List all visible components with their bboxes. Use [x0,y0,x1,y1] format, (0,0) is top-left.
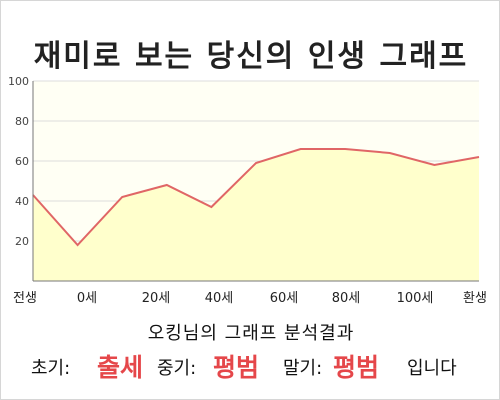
x-tick-labels: 전생 0세 20세 40세 60세 80세 100세 환생 [13,291,487,306]
x-tick-label: 40세 [205,291,234,306]
life-graph-chart: 20 40 60 80 100 전생 0세 20세 40세 60세 80세 100세 환생 [8,75,487,306]
y-tick-labels: 20 40 60 80 100 [8,75,29,248]
x-tick-label: 100세 [397,291,434,306]
late-label: 말기: [283,358,323,379]
middle-label: 중기: [157,358,197,379]
y-tick-label: 80 [15,115,29,128]
y-tick-label: 60 [15,155,29,168]
x-tick-label: 환생 [463,291,487,306]
life-summary: 초기: 출세 중기: 평범 말기: 평범 입니다 [1,348,500,382]
x-tick-label: 전생 [13,291,37,306]
area-fill [33,149,479,281]
series-line [32,148,480,247]
x-tick-label: 80세 [332,291,361,306]
early-label: 초기: [31,358,71,379]
y-tick-label: 40 [15,195,29,208]
y-tick-label: 20 [15,235,29,248]
summary-suffix: 입니다 [407,358,457,379]
early-value: 출세 [97,353,144,382]
late-value: 평범 [333,353,380,382]
x-tick-label: 20세 [142,291,171,306]
x-tick-label: 0세 [77,291,97,306]
middle-value: 평범 [213,353,260,382]
y-tick-label: 100 [8,75,29,88]
analysis-title: 오킹님의 그래프 분석결과 [147,323,355,344]
x-tick-label: 60세 [270,291,299,306]
page-title: 재미로 보는 당신의 인생 그래프 [33,39,469,74]
